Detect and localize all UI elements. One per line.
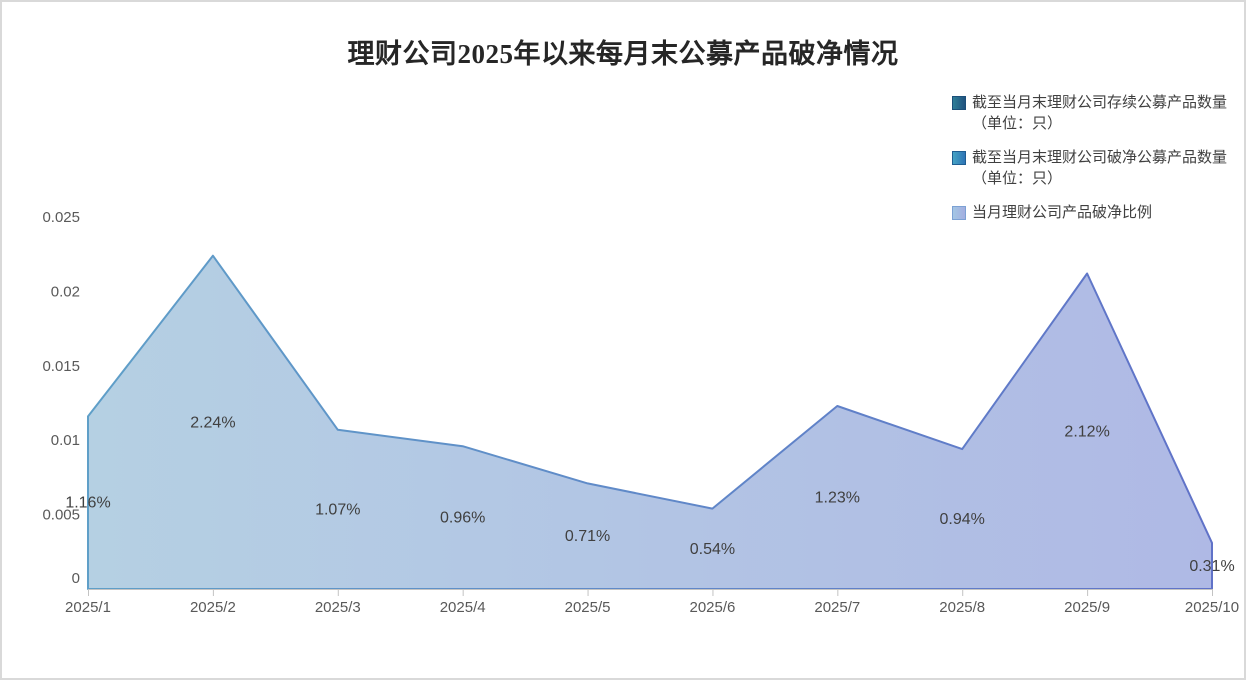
- legend-item-1: 截至当月末理财公司破净公募产品数量（单位：只）: [952, 147, 1238, 189]
- data-label: 0.96%: [440, 510, 485, 527]
- y-axis-label: 0: [72, 570, 80, 587]
- data-label: 1.23%: [815, 489, 860, 506]
- x-axis-label: 2025/4: [440, 599, 486, 616]
- y-axis-label: 0.01: [51, 432, 80, 449]
- data-label: 2.24%: [190, 414, 235, 431]
- legend-item-label: 当月理财公司产品破净比例: [972, 204, 1153, 221]
- data-label: 0.94%: [940, 511, 985, 528]
- x-axis-label: 2025/1: [65, 599, 111, 616]
- legend: 截至当月末理财公司存续公募产品数量（单位：只） 截至当月末理财公司破净公募产品数量…: [952, 92, 1238, 223]
- data-label: 1.16%: [65, 495, 110, 512]
- x-axis-label: 2025/5: [565, 599, 611, 616]
- x-axis-label: 2025/3: [315, 599, 361, 616]
- y-axis-label: 0.02: [51, 283, 80, 300]
- x-axis-label: 2025/6: [689, 599, 735, 616]
- legend-swatch-icon: [952, 151, 966, 165]
- x-axis-label: 2025/7: [814, 599, 860, 616]
- data-label: 2.12%: [1064, 423, 1109, 440]
- legend-swatch-icon: [952, 206, 966, 220]
- data-label: 0.31%: [1189, 558, 1234, 575]
- x-axis-label: 2025/10: [1185, 599, 1239, 616]
- legend-item-label: 截至当月末理财公司破净公募产品数量（单位：只）: [972, 149, 1228, 187]
- legend-item-0: 截至当月末理财公司存续公募产品数量（单位：只）: [952, 92, 1238, 134]
- x-axis-label: 2025/9: [1064, 599, 1110, 616]
- chart-title: 理财公司2025年以来每月末公募产品破净情况: [347, 39, 899, 69]
- data-label: 0.54%: [690, 541, 735, 558]
- y-axis-label: 0.015: [42, 358, 80, 375]
- y-axis-label: 0.005: [42, 507, 80, 524]
- legend-item-2: 当月理财公司产品破净比例: [952, 202, 1238, 223]
- y-axis-label: 0.025: [42, 209, 80, 226]
- legend-item-label: 截至当月末理财公司存续公募产品数量（单位：只）: [972, 94, 1228, 132]
- legend-swatch-icon: [952, 96, 966, 110]
- area-series: [87, 254, 1213, 590]
- data-label: 1.07%: [315, 501, 360, 518]
- x-axis-label: 2025/8: [939, 599, 985, 616]
- data-label: 0.71%: [565, 528, 610, 545]
- x-axis-label: 2025/2: [190, 599, 236, 616]
